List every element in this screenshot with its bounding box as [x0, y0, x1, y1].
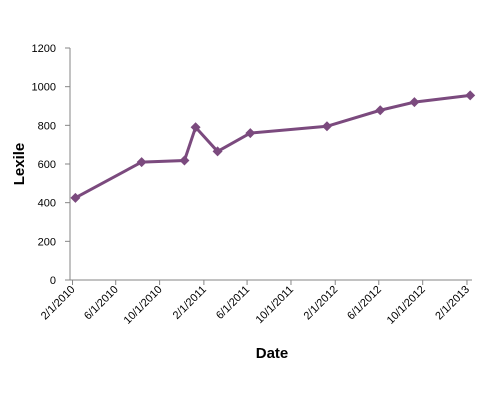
x-tick-label: 2/1/2013 [433, 284, 472, 323]
y-tick-label: 400 [38, 198, 56, 210]
y-tick-label: 800 [38, 120, 56, 132]
y-tick-label: 200 [38, 236, 56, 248]
data-point [465, 90, 476, 101]
data-point [321, 121, 332, 132]
x-tick-label: 6/1/2010 [82, 284, 121, 323]
y-axis-title: Lexile [11, 143, 28, 186]
x-tick-label: 10/1/2012 [385, 284, 428, 327]
x-tick-label: 6/1/2011 [214, 284, 252, 322]
data-point [179, 155, 190, 166]
x-axis-title: Date [256, 345, 289, 362]
y-tick-label: 1200 [32, 43, 56, 55]
x-tick-label: 10/1/2010 [122, 284, 165, 327]
data-point [375, 105, 386, 116]
x-tick-label: 2/1/2011 [171, 284, 209, 322]
x-tick-label: 2/1/2010 [39, 284, 78, 323]
data-point [212, 146, 223, 157]
data-point [136, 157, 147, 168]
y-tick-label: 600 [38, 159, 56, 171]
data-point [70, 192, 81, 203]
x-tick-label: 2/1/2012 [302, 284, 341, 323]
data-point [190, 122, 201, 133]
x-tick-label: 6/1/2012 [345, 284, 384, 323]
x-tick-label: 10/1/2011 [254, 284, 297, 327]
data-point [409, 97, 420, 108]
y-tick-label: 0 [50, 275, 56, 287]
data-point [245, 128, 256, 139]
data-line [74, 93, 471, 200]
y-tick-label: 1000 [32, 82, 56, 94]
